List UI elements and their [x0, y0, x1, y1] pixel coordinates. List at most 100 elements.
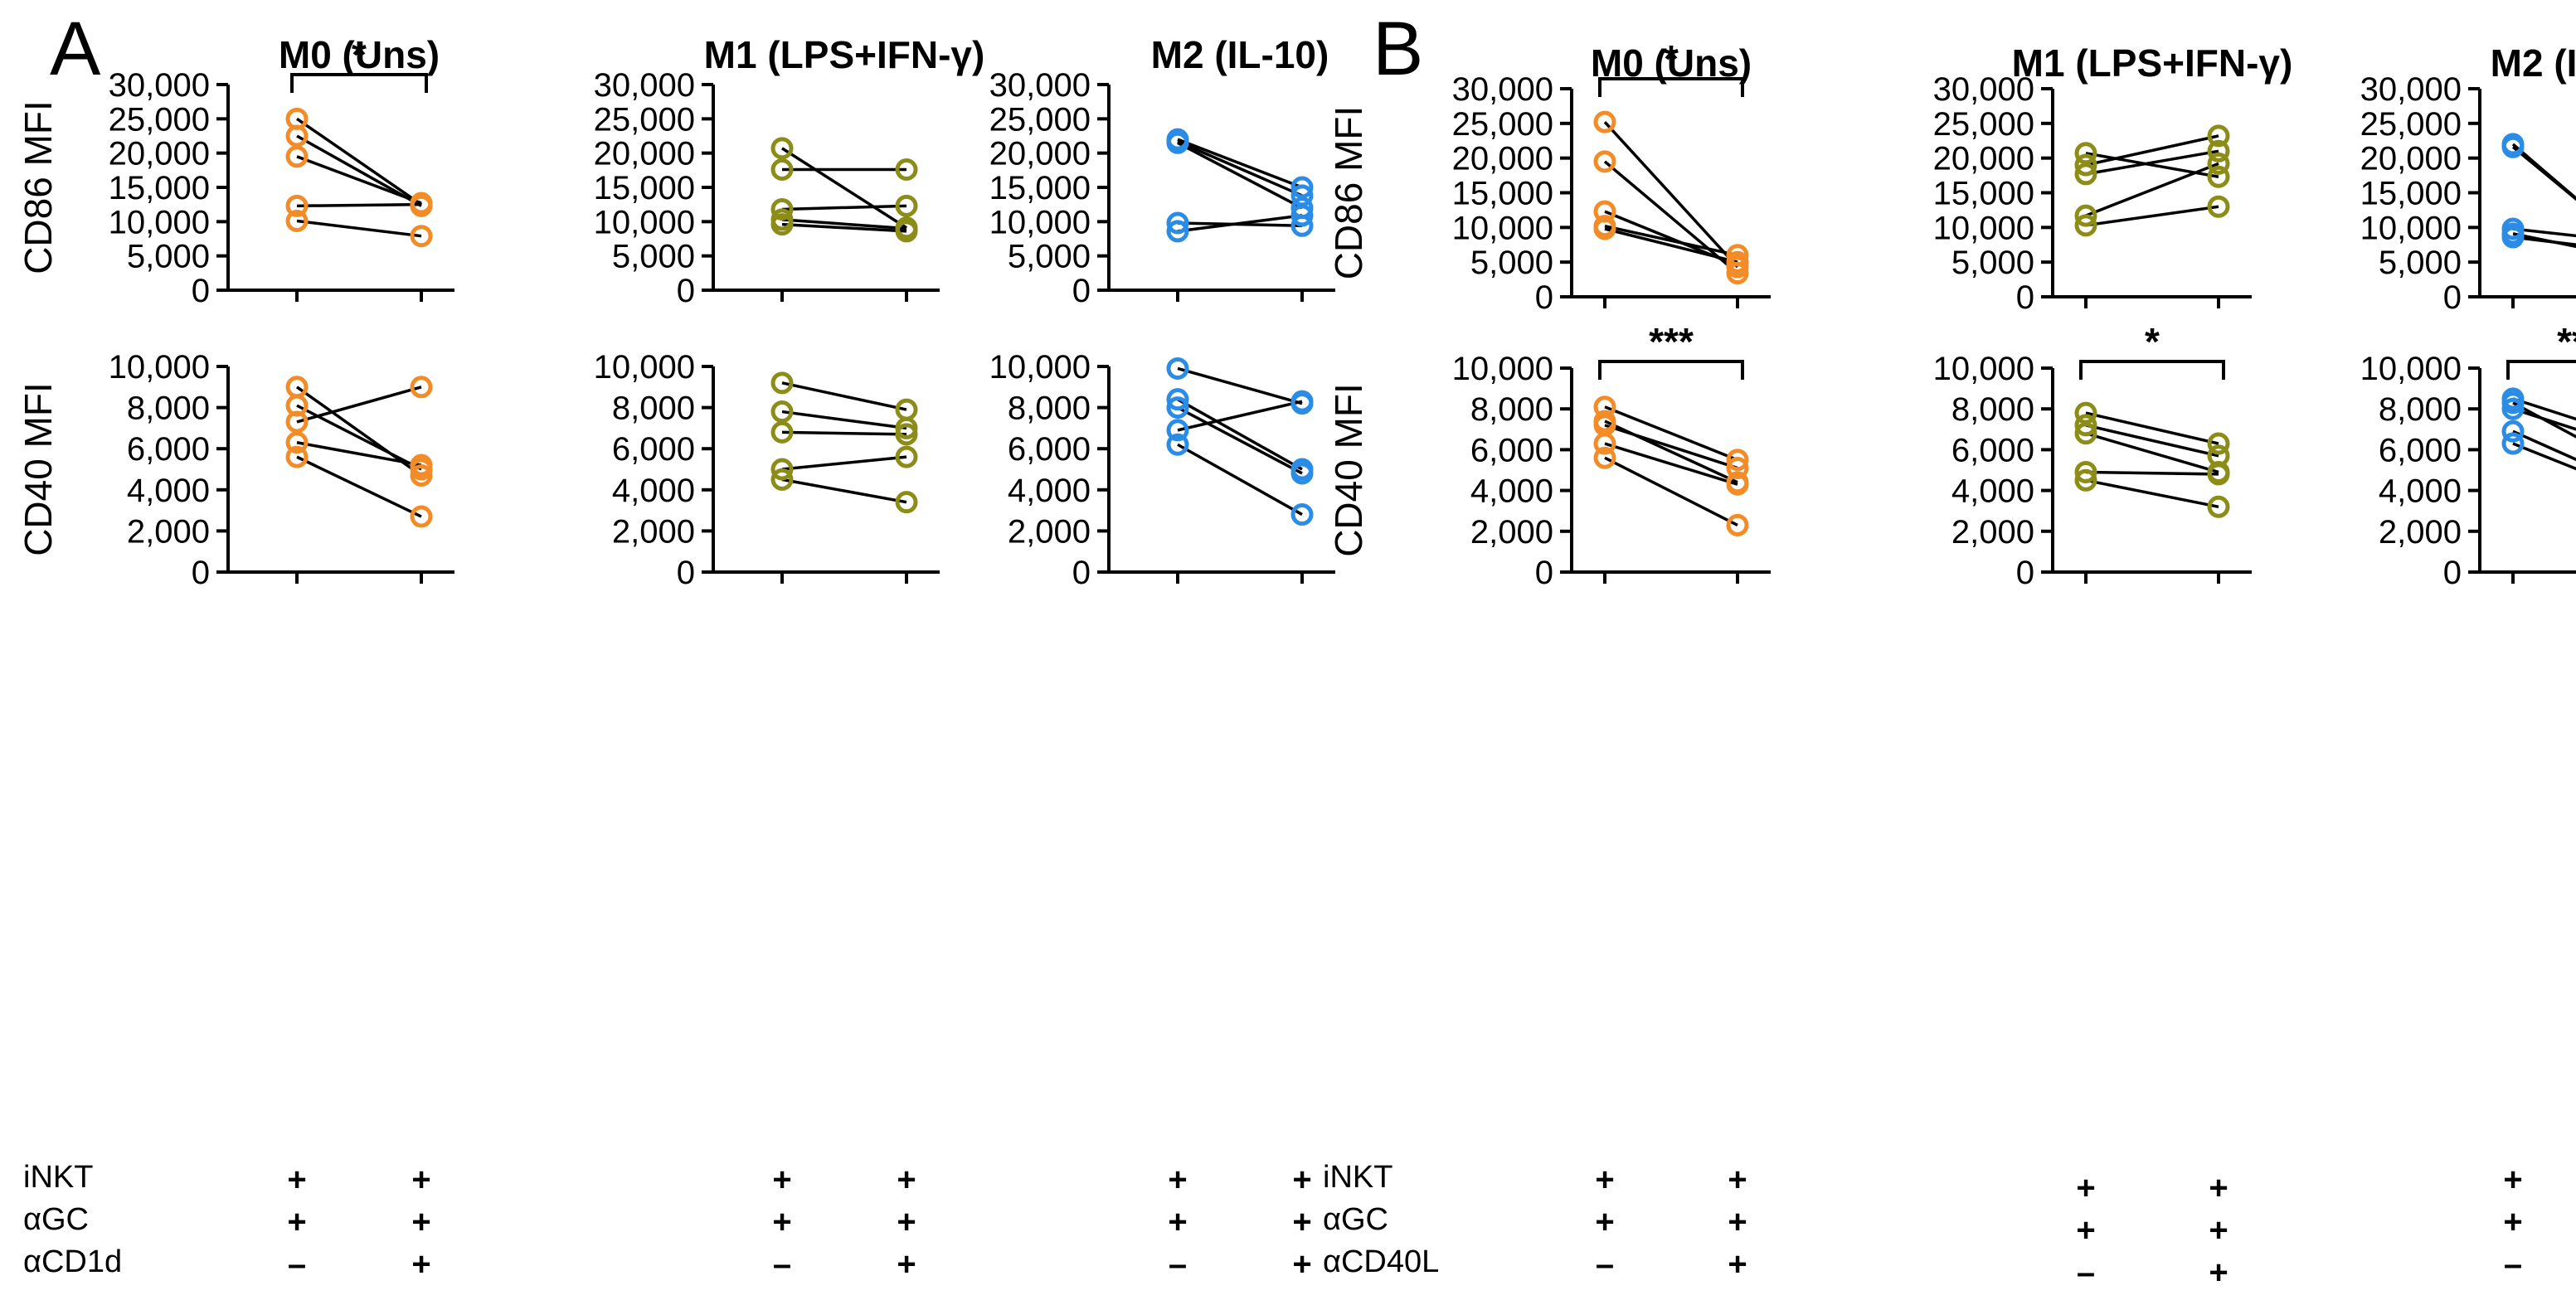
pa-cd40-c3-pair-line-3 [1177, 406, 1303, 475]
pa-cd86-c1-sig-bracket [290, 73, 428, 93]
pb-cd86-c2-pair-line-2 [2085, 134, 2219, 167]
panel-b-c1-before-sym-3: – [1596, 1246, 1614, 1283]
pb-cd86-c2-pair-line-5 [2085, 205, 2219, 227]
pb-cd86-c2-ytick-label: 20,000 [1933, 141, 2034, 177]
pa-cd86-c1-pair-line-3 [296, 155, 422, 205]
pa-cd40-c2-pair-line-3 [781, 430, 907, 436]
pb-cd86-c3-ytick-label: 5,000 [2379, 245, 2462, 281]
pa-cd40-c1-pair-line-2 [296, 404, 422, 471]
panel-b-c1-after-sym-2: + [1728, 1204, 1747, 1240]
pb-cd86-c3-pair-line-2 [2511, 145, 2576, 201]
pa-cd86-c2-point-after-3 [895, 194, 918, 217]
pb-cd40-c3-sig-bracket [2506, 360, 2576, 380]
pa-cd40-c2-point-after-5 [895, 491, 918, 514]
pb-cd40-c3-point-before-4 [2501, 420, 2525, 443]
pa-cd40-c1-ytick-label: 2,000 [127, 513, 210, 550]
pb-cd86-c2-point-after-5 [2207, 195, 2230, 218]
pa-cd40-c1-ytick-label: 4,000 [127, 473, 210, 509]
pa-cd86-c2-point-after-2 [895, 158, 918, 182]
pb-cd40-c2-ytick-label: 2,000 [1951, 514, 2034, 551]
pb-cd86-c1-ylabel: CD86 MFI [1327, 106, 1370, 280]
pb-cd40-c3-point-before-5 [2501, 432, 2525, 455]
pa-cd40-c1-ytick-label: 8,000 [127, 390, 210, 427]
pa-cd40-c1-pair-line-5 [296, 455, 422, 518]
pb-cd40-c1-ytick-label: 6,000 [1470, 432, 1553, 468]
pa-cd40-c1-ytick-label: 6,000 [127, 431, 210, 468]
panel-b-c2-after-sym-1: + [2209, 1170, 2228, 1206]
pa-cd86-c3-ytick-label: 25,000 [989, 101, 1091, 138]
pb-cd40-c2-point-before-5 [2074, 468, 2097, 492]
pa-cd86-c2-ytick-label: 15,000 [594, 170, 695, 206]
pa-cd40-c2-pair-line-2 [781, 410, 907, 430]
pb-cd40-c1-ytick-label: 4,000 [1470, 473, 1553, 510]
panel-a-c2-after-sym-2: + [897, 1204, 916, 1240]
pa-cd40-c2-point-after-4 [895, 445, 918, 468]
pb-cd86-c3-point-before-5 [2501, 226, 2525, 249]
pb-cd86-c1-point-before-5 [1593, 217, 1616, 240]
pb-cd40-c1-point-before-5 [1593, 446, 1616, 469]
pa-cd86-c2-point-before-2 [770, 158, 794, 182]
pb-cd86-c3-pair-line-3 [2512, 227, 2576, 238]
pa-cd40-c3-ytick-label: 0 [1072, 555, 1091, 591]
pb-cd86-c1-point-before-1 [1593, 110, 1616, 133]
pa-cd40-c3-point-after-5 [1290, 503, 1314, 526]
panel-a-c2-before-sym-2: + [772, 1204, 791, 1240]
panel-a-c2-after-sym-3: + [897, 1246, 916, 1283]
pb-cd40-c2-point-before-1 [2074, 401, 2097, 424]
pb-cd86-c3-ytick-label: 15,000 [2360, 176, 2462, 212]
pb-cd86-c2-title: M1 (LPS+IFN-γ) [2012, 41, 2293, 85]
pb-cd86-c2-ytick-label: 10,000 [1933, 210, 2034, 246]
pb-cd40-c1-pair-line-5 [1604, 456, 1738, 526]
pb-cd86-c3-pair-line-4 [2512, 232, 2576, 249]
panel-a-c3-before-sym-3: – [1169, 1246, 1187, 1283]
pa-cd86-c2-ytick-label: 0 [677, 273, 695, 309]
pa-cd86-c3-ytick-label: 10,000 [989, 204, 1091, 240]
pa-cd40-c2-point-before-1 [770, 371, 794, 395]
pa-cd40-c2-point-before-2 [770, 400, 794, 424]
panel-b-c2-before-sym-3: – [2077, 1254, 2095, 1291]
panel-b-c2-before-sym-2: + [2076, 1212, 2095, 1249]
panel-letter-b: B [1373, 7, 1423, 91]
pa-cd40-c1-point-after-3 [410, 376, 433, 399]
pa-cd86-c2-pair-line-3 [781, 204, 907, 211]
pb-cd86-c2-point-after-4 [2207, 152, 2230, 175]
pb-cd86-c1-ytick-label: 5,000 [1470, 245, 1553, 281]
pb-cd40-c2-ytick-label: 10,000 [1933, 351, 2034, 387]
pa-cd40-c3-ytick-label: 8,000 [1008, 390, 1091, 427]
pb-cd86-c1-pair-line-1 [1603, 120, 1739, 269]
panel-b-cond-label-1: iNKT [1323, 1160, 1392, 1195]
panel-b-c1-after-sym-1: + [1728, 1162, 1747, 1198]
panel-a-cond-label-2: αGC [23, 1202, 89, 1237]
pa-cd86-c3-pair-line-1 [1177, 138, 1303, 189]
panel-letter-a: A [50, 7, 101, 91]
pb-cd86-c1-pair-line-4 [1604, 224, 1738, 257]
pa-cd40-c2-ytick-label: 4,000 [612, 473, 695, 509]
pa-cd86-c2-point-before-5 [770, 213, 794, 236]
pb-cd86-c2-pair-line-3 [2085, 149, 2219, 176]
pa-cd40-c3-point-before-4 [1166, 419, 1189, 442]
pa-cd86-c3-pair-line-2 [1177, 140, 1303, 197]
pb-cd86-c2-point-after-3 [2207, 139, 2230, 162]
pa-cd40-c3-pair-line-2 [1177, 398, 1303, 471]
pa-cd86-c3-pair-line-3 [1177, 141, 1303, 210]
pa-cd40-c2-pair-line-1 [781, 381, 907, 411]
pb-cd40-c1-point-after-5 [1726, 513, 1749, 536]
pb-cd40-c1-ytick-label: 8,000 [1470, 391, 1553, 428]
panel-b-c1-after-sym-3: + [1728, 1246, 1747, 1283]
pa-cd86-c2-pair-line-1 [781, 147, 907, 230]
pa-cd40-c1-pair-line-3 [296, 386, 422, 424]
panel-a-c3-before-sym-2: + [1168, 1204, 1187, 1240]
pa-cd40-c3-point-before-2 [1166, 388, 1189, 411]
pa-cd86-c1-point-before-3 [285, 145, 309, 168]
pb-cd40-c1-pair-line-4 [1604, 442, 1738, 486]
pa-cd86-c2-ytick-label: 25,000 [594, 101, 695, 138]
pb-cd40-c3-pair-line-3 [2512, 407, 2576, 431]
pa-cd86-c3-point-before-3 [1166, 131, 1189, 154]
pa-cd40-c2-ytick-label: 2,000 [612, 513, 695, 550]
pb-cd40-c3-ytick-label: 10,000 [2360, 351, 2462, 387]
pb-cd40-c2-sig-bracket [2079, 360, 2225, 380]
pb-cd40-c2-point-before-3 [2074, 422, 2097, 445]
pb-cd86-c3-ytick-label: 25,000 [2360, 106, 2462, 143]
pb-cd40-c2-point-after-1 [2207, 432, 2230, 455]
panel-a-cond-label-1: iNKT [23, 1160, 93, 1195]
